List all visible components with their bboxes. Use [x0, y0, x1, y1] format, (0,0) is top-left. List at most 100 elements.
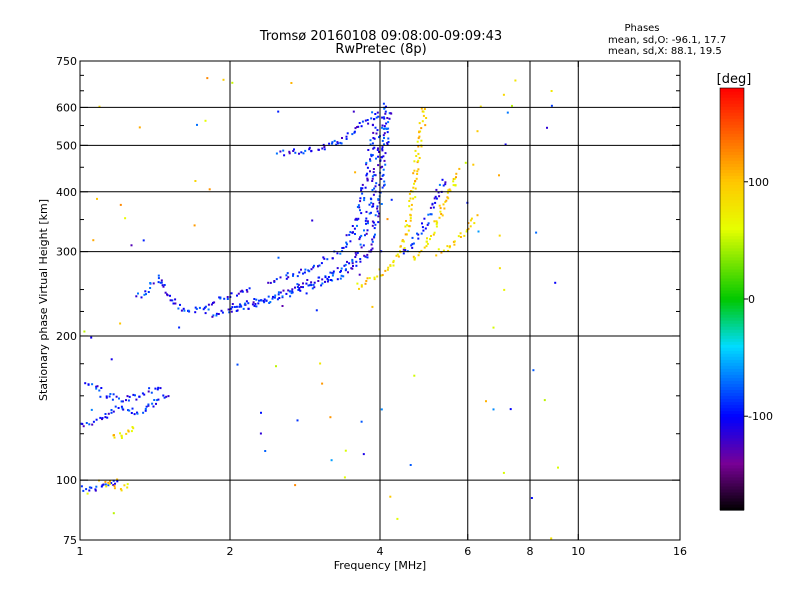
data-point — [100, 387, 103, 389]
data-point — [366, 229, 369, 232]
data-point — [361, 183, 364, 186]
data-point — [351, 258, 354, 261]
data-point — [383, 132, 386, 135]
data-point — [285, 292, 288, 295]
data-point — [231, 303, 234, 305]
data-point — [356, 126, 359, 128]
data-point — [320, 284, 323, 287]
data-point — [380, 203, 383, 205]
colorbar-swatch — [720, 485, 744, 490]
data-point — [360, 189, 363, 192]
x-tick-label: 2 — [227, 545, 234, 558]
colorbar-swatch — [720, 305, 744, 309]
data-point — [373, 227, 376, 230]
data-point — [371, 142, 374, 145]
data-point — [467, 222, 470, 225]
data-point — [358, 287, 360, 290]
noise-point — [344, 449, 347, 452]
data-point — [327, 279, 330, 281]
data-point — [364, 282, 367, 285]
data-point — [239, 303, 241, 306]
x-tick-label: 16 — [673, 545, 687, 558]
data-point — [326, 277, 329, 280]
data-point — [310, 150, 313, 153]
data-point — [238, 305, 241, 308]
colorbar-label: [deg] — [717, 72, 752, 87]
data-point — [105, 395, 108, 398]
data-point — [95, 418, 98, 421]
data-point — [99, 416, 102, 419]
data-point — [120, 400, 123, 403]
data-point — [371, 123, 374, 126]
data-point — [437, 191, 440, 194]
data-point — [411, 246, 414, 249]
data-point — [453, 177, 456, 180]
noise-point — [96, 197, 98, 200]
data-point — [365, 210, 368, 213]
data-point — [255, 305, 258, 308]
data-point — [345, 245, 348, 248]
data-point — [416, 140, 419, 143]
data-point — [263, 298, 266, 301]
data-point — [265, 299, 268, 302]
data-point — [381, 124, 384, 127]
data-point — [94, 489, 97, 492]
data-point — [438, 183, 441, 186]
data-point — [376, 149, 379, 151]
noise-point — [492, 408, 495, 411]
data-point — [179, 303, 181, 306]
data-point — [408, 192, 411, 195]
data-point — [236, 309, 239, 312]
noise-point — [231, 81, 234, 84]
data-point — [355, 253, 358, 256]
y-tick-label: 100 — [56, 474, 77, 487]
data-point — [121, 407, 124, 410]
colorbar-swatch — [720, 124, 744, 128]
data-point — [417, 237, 420, 240]
data-point — [115, 395, 118, 398]
data-point — [345, 234, 348, 237]
data-point — [377, 215, 380, 218]
data-point — [217, 313, 220, 315]
data-point — [116, 480, 119, 483]
data-point — [369, 197, 372, 200]
data-point — [169, 299, 172, 302]
data-point — [220, 309, 223, 312]
data-point — [213, 301, 216, 304]
data-point — [386, 142, 389, 144]
data-point — [283, 154, 286, 157]
data-point — [359, 258, 362, 260]
data-point — [366, 178, 369, 181]
colorbar-swatch — [720, 112, 744, 116]
data-point — [311, 287, 314, 290]
colorbar-swatch — [720, 115, 744, 119]
data-point — [376, 129, 379, 132]
data-point — [336, 252, 339, 255]
data-point — [202, 308, 205, 311]
data-point — [241, 290, 244, 293]
noise-point — [360, 420, 363, 423]
data-point — [132, 393, 135, 396]
colorbar-swatch — [720, 127, 744, 131]
data-point — [455, 172, 458, 175]
data-point — [273, 296, 276, 299]
data-point — [384, 152, 387, 155]
data-point — [317, 148, 320, 151]
colorbar-swatch — [720, 169, 744, 173]
data-point — [279, 276, 282, 279]
data-point — [425, 240, 428, 243]
data-point — [370, 153, 373, 156]
y-tick-label: 500 — [56, 139, 77, 152]
data-point — [355, 260, 358, 263]
data-point — [231, 306, 234, 309]
data-point — [370, 243, 373, 246]
data-point — [347, 271, 349, 274]
data-point — [420, 127, 423, 130]
grid-lines — [79, 60, 681, 541]
data-point — [374, 185, 377, 188]
colorbar-swatch — [720, 365, 744, 369]
data-point — [382, 134, 385, 137]
data-point — [375, 182, 378, 185]
data-point — [114, 405, 117, 408]
noise-point — [358, 273, 361, 276]
